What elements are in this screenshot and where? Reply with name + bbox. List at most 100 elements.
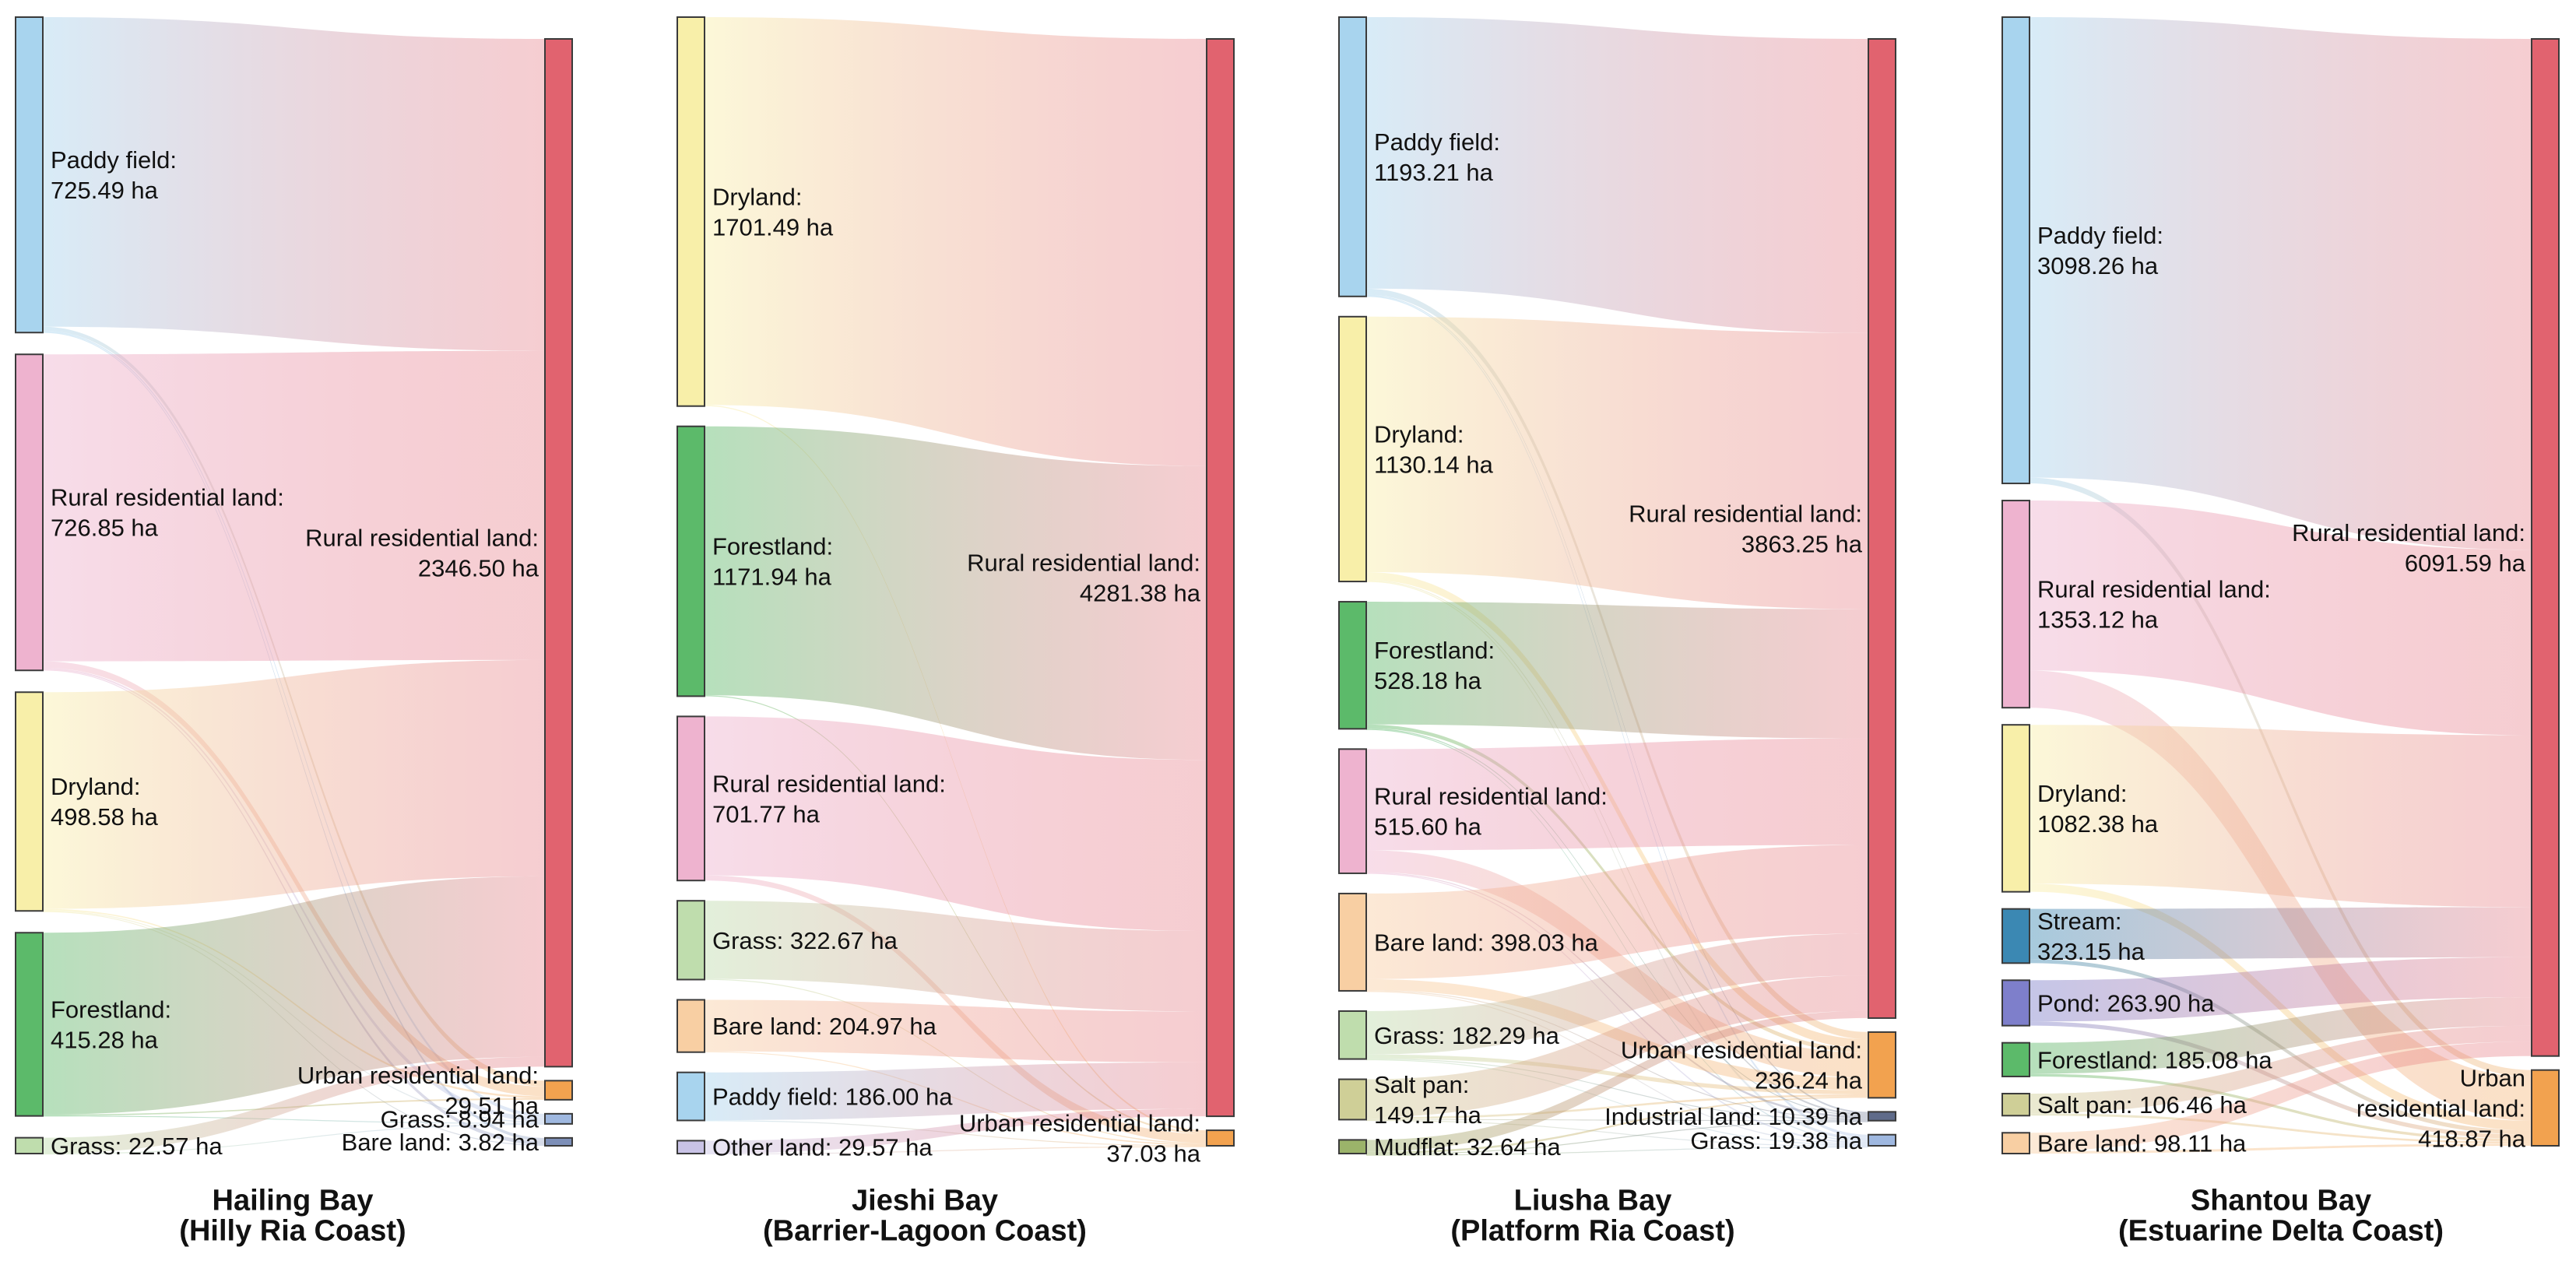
link-grass-to-rural-residential-land bbox=[1366, 933, 1868, 1055]
source-label-dryland-line: 498.58 ha bbox=[51, 803, 159, 831]
source-label-forestland-line: Forestland: bbox=[51, 996, 171, 1023]
target-label-rural-residential-land: Rural residential land: 2346.50 ha bbox=[305, 525, 539, 582]
source-label-forestland-line: Forestland: bbox=[1374, 637, 1495, 664]
source-label-forestland: Forestland: 528.18 ha bbox=[1374, 637, 1495, 694]
source-label-grass: Grass: 22.57 ha bbox=[51, 1133, 223, 1160]
link-stream-to-rural-residential-land bbox=[2030, 907, 2532, 960]
link-other-land-to-urban-residential-land bbox=[705, 1146, 1207, 1155]
link-salt-pan-to-rural-residential-land bbox=[2030, 1025, 2532, 1114]
source-label-dryland-line: 1130.14 ha bbox=[1374, 451, 1494, 478]
source-node-forestland bbox=[15, 932, 44, 1117]
target-node-rural-residential-land bbox=[1206, 38, 1235, 1118]
link-other-land-to-rural-residential-land bbox=[705, 1108, 1207, 1154]
sankey-panel-shantou-bay: Paddy field: 3098.26 ha Rural residential … bbox=[2001, 16, 2560, 1248]
source-label-rural-residential-land-line: 1353.12 ha bbox=[2037, 606, 2159, 634]
source-label-rural-residential-land: Rural residential land: 515.60 ha bbox=[1374, 783, 1608, 841]
source-label-paddy-field-line: Paddy field: 186.00 ha bbox=[712, 1084, 953, 1111]
source-label-rural-residential-land-line: Rural residential land: bbox=[712, 770, 946, 797]
target-label-rural-residential-land: Rural residential land: 3863.25 ha bbox=[1629, 501, 1863, 558]
link-mudflat-to-grass bbox=[1366, 1147, 1868, 1156]
link-mudflat-to-urban-residential-land bbox=[1366, 1096, 1868, 1154]
target-label-urban-residential-land-line: residential land: bbox=[2356, 1094, 2525, 1122]
sankey-links bbox=[1366, 17, 1868, 1156]
source-label-salt-pan: Salt pan: 106.46 ha bbox=[2037, 1091, 2247, 1119]
source-label-salt-pan-line: 149.17 ha bbox=[1374, 1101, 1482, 1129]
target-label-grass-line: Grass: 8.94 ha bbox=[381, 1105, 539, 1133]
target-node-grass bbox=[544, 1112, 573, 1125]
source-label-grass: Grass: 322.67 ha bbox=[712, 927, 898, 954]
source-node-paddy-field bbox=[677, 1071, 705, 1122]
source-label-dryland: Dryland: 1082.38 ha bbox=[2037, 780, 2159, 838]
source-label-rural-residential-land-line: Rural residential land: bbox=[1374, 783, 1608, 810]
sankey-panel-jieshi-bay: Dryland: 1701.49 ha Forestland: 1171.94 ha R… bbox=[677, 16, 1235, 1248]
source-label-stream-line: Stream: bbox=[2037, 908, 2122, 935]
panel-title-line: (Platform Ria Coast) bbox=[1450, 1215, 1734, 1248]
target-label-industrial-land: Industrial land: 10.39 ha bbox=[1604, 1103, 1863, 1130]
link-bare-land-to-grass bbox=[1366, 991, 1868, 1145]
target-label-urban-residential-land-line: 29.51 ha bbox=[445, 1092, 539, 1119]
panel-title: Liusha Bay (Platform Ria Coast) bbox=[1450, 1185, 1734, 1248]
source-label-rural-residential-land-line: 701.77 ha bbox=[712, 800, 821, 827]
source-node-dryland bbox=[1338, 315, 1367, 583]
source-label-grass-line: Grass: 322.67 ha bbox=[712, 927, 898, 954]
link-rural-residential-land-to-grass bbox=[43, 667, 545, 1122]
link-bare-land-to-rural-residential-land bbox=[2030, 1041, 2532, 1151]
sankey-links bbox=[705, 17, 1207, 1155]
source-label-salt-pan: Salt pan: 149.17 ha bbox=[1374, 1071, 1482, 1129]
link-rural-residential-land-to-rural-residential-land bbox=[1366, 738, 1868, 851]
link-rural-residential-land-to-urban-residential-land bbox=[2030, 670, 2532, 1122]
sankey-panel-liusha-bay: Paddy field: 1193.21 ha Dryland: 1130.14 ha… bbox=[1338, 16, 1896, 1248]
source-label-bare-land-line: Bare land: 98.11 ha bbox=[2037, 1130, 2247, 1157]
link-rural-residential-land-to-rural-residential-land bbox=[2030, 501, 2532, 736]
source-label-dryland-line: Dryland: bbox=[1374, 420, 1464, 448]
panel-title-line: Hailing Bay bbox=[213, 1185, 374, 1217]
target-node-urban-residential-land bbox=[1868, 1031, 1896, 1099]
target-label-rural-residential-land-line: 4281.38 ha bbox=[1080, 580, 1201, 607]
link-mudflat-to-rural-residential-land bbox=[1366, 1010, 1868, 1152]
link-dryland-to-rural-residential-land bbox=[2030, 725, 2532, 908]
source-node-stream bbox=[2001, 908, 2030, 964]
source-label-grass-line: Grass: 182.29 ha bbox=[1374, 1022, 1560, 1049]
sankey-panel-hailing-bay: Paddy field: 725.49 ha Rural residential l… bbox=[15, 16, 573, 1248]
source-node-grass bbox=[1338, 1010, 1367, 1060]
source-node-forestland bbox=[2001, 1041, 2030, 1077]
source-label-salt-pan-line: Salt pan: 106.46 ha bbox=[2037, 1091, 2247, 1119]
source-node-dryland bbox=[15, 691, 44, 912]
sankey-links bbox=[2030, 17, 2532, 1154]
link-dryland-to-rural-residential-land bbox=[43, 659, 545, 909]
link-forestland-to-grass bbox=[43, 1115, 545, 1124]
target-label-urban-residential-land: Urban residential land: 37.03 ha bbox=[959, 1110, 1201, 1168]
link-bare-land-to-urban-residential-land bbox=[2030, 1143, 2532, 1154]
panel-title: Shantou Bay (Estuarine Delta Coast) bbox=[2118, 1185, 2444, 1248]
source-label-rural-residential-land: Rural residential land: 726.85 ha bbox=[51, 484, 284, 542]
source-label-pond: Pond: 263.90 ha bbox=[2037, 990, 2215, 1017]
target-node-urban-residential-land bbox=[1206, 1129, 1235, 1147]
target-label-grass: Grass: 19.38 ha bbox=[1690, 1127, 1862, 1154]
target-label-urban-residential-land-line: Urban residential land: bbox=[297, 1062, 539, 1089]
target-node-rural-residential-land bbox=[2531, 38, 2560, 1057]
source-label-dryland: Dryland: 1130.14 ha bbox=[1374, 420, 1494, 478]
source-label-forestland-line: Forestland: 185.08 ha bbox=[2037, 1046, 2272, 1073]
target-node-rural-residential-land bbox=[1868, 38, 1896, 1019]
link-salt-pan-to-grass bbox=[1366, 1119, 1868, 1147]
target-label-urban-residential-land-line: Urban bbox=[2460, 1064, 2525, 1091]
target-node-grass bbox=[1868, 1133, 1896, 1147]
source-label-bare-land: Bare land: 98.11 ha bbox=[2037, 1130, 2247, 1157]
panel-title-line: (Estuarine Delta Coast) bbox=[2118, 1215, 2444, 1248]
source-node-rural-residential-land bbox=[15, 353, 44, 672]
target-label-urban-residential-land-line: 418.87 ha bbox=[2418, 1125, 2526, 1152]
target-label-bare-land: Bare land: 3.82 ha bbox=[342, 1129, 539, 1156]
source-label-bare-land: Bare land: 398.03 ha bbox=[1374, 929, 1599, 956]
target-label-rural-residential-land-line: 2346.50 ha bbox=[418, 555, 539, 582]
source-label-paddy-field-line: Paddy field: bbox=[1374, 128, 1500, 156]
source-node-bare-land bbox=[2001, 1132, 2030, 1155]
link-forestland-to-rural-residential-land bbox=[43, 876, 545, 1115]
source-label-grass: Grass: 182.29 ha bbox=[1374, 1022, 1560, 1049]
target-label-rural-residential-land-line: Rural residential land: bbox=[2292, 519, 2525, 546]
link-forestland-to-urban-residential-land bbox=[705, 695, 1207, 1134]
target-label-urban-residential-land: Urban residential land: 418.87 ha bbox=[2356, 1064, 2526, 1152]
link-grass-to-rural-residential-land bbox=[43, 1056, 545, 1154]
source-label-other-land: Other land: 29.57 ha bbox=[712, 1134, 933, 1161]
source-label-rural-residential-land-line: Rural residential land: bbox=[2037, 576, 2271, 603]
